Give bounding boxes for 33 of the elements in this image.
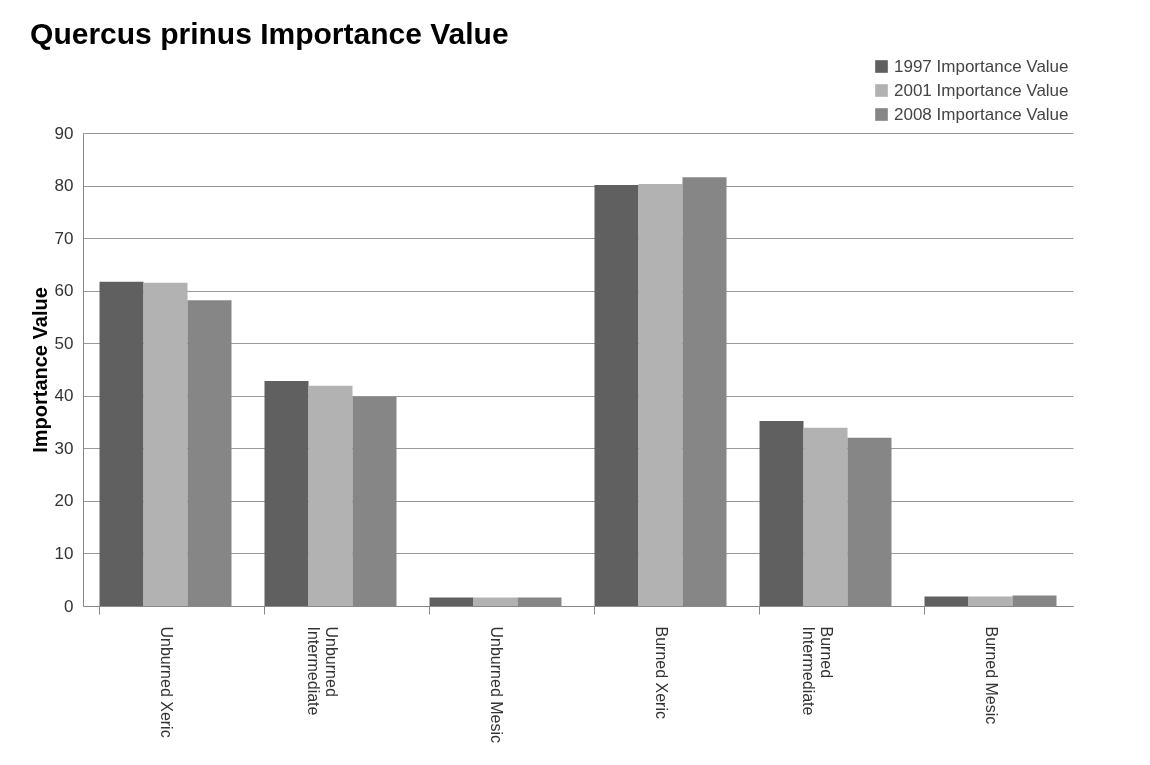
bar bbox=[759, 421, 804, 606]
x-tick-label: Unburned Mesic bbox=[487, 626, 505, 743]
bar bbox=[803, 427, 848, 606]
legend-label: 2008 Importance Value bbox=[894, 104, 1069, 124]
bar bbox=[264, 381, 309, 606]
x-tick-label: Unburned Intermediate bbox=[304, 626, 340, 716]
bar bbox=[594, 185, 639, 606]
y-tick-label: 0 bbox=[64, 596, 74, 616]
bar bbox=[968, 596, 1013, 606]
x-tick-label: Burned Xeric bbox=[652, 626, 670, 719]
legend-label: 2001 Importance Value bbox=[894, 80, 1069, 100]
bar bbox=[638, 183, 683, 606]
bar bbox=[473, 597, 518, 606]
y-tick-label: 50 bbox=[54, 333, 74, 353]
x-tick-label: Burned Intermediate bbox=[799, 626, 835, 716]
y-tick-label: 20 bbox=[54, 491, 74, 511]
y-tick-label: 40 bbox=[54, 386, 74, 406]
bar bbox=[99, 281, 144, 606]
bar bbox=[924, 596, 969, 606]
y-tick-label: 30 bbox=[54, 438, 74, 458]
bar bbox=[429, 597, 474, 606]
x-tick-label: Unburned Xeric bbox=[157, 626, 175, 738]
y-tick-label: 10 bbox=[54, 543, 74, 563]
y-tick-label: 80 bbox=[54, 176, 74, 196]
y-tick-label: 90 bbox=[54, 123, 74, 143]
y-tick-label: 60 bbox=[54, 281, 74, 301]
legend-label: 1997 Importance Value bbox=[894, 56, 1069, 76]
bar bbox=[308, 385, 353, 606]
y-tick-label: 70 bbox=[54, 228, 74, 248]
chart-title: Quercus prinus Importance Value bbox=[30, 17, 509, 50]
y-axis-title: Importance Value bbox=[28, 287, 51, 453]
bar bbox=[143, 282, 188, 606]
x-tick-label: Burned Mesic bbox=[982, 626, 1000, 725]
